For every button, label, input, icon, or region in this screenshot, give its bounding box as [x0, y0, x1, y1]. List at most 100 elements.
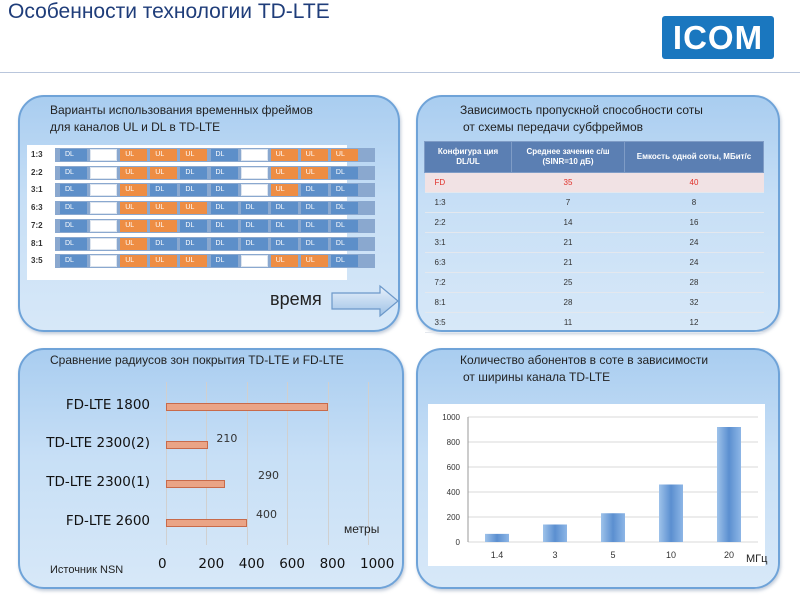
special-subframe	[240, 255, 268, 268]
ul-subframe: UL	[300, 255, 328, 268]
frame-row-label: 8:1	[31, 238, 43, 248]
dl-subframe: DL	[180, 166, 208, 179]
subscribers-unit-label: МГц	[746, 553, 768, 565]
col-header-capacity: Емкость одной соты, МБит/с	[624, 141, 764, 173]
dl-subframe: DL	[60, 255, 87, 268]
frame-row-label: 7:2	[31, 220, 43, 230]
table-cell: 40	[624, 172, 764, 193]
dl-subframe: DL	[210, 237, 238, 250]
dl-subframe: DL	[210, 184, 238, 197]
table-row: 3:5 11 12	[424, 312, 764, 333]
data-label: 400	[256, 508, 277, 521]
subscribers-caption-line1: Количество абонентов в соте в зависимост…	[460, 353, 709, 367]
data-label: 210	[216, 432, 238, 445]
dl-subframe: DL	[210, 202, 238, 215]
table-cell: 7:2	[424, 272, 512, 293]
table-cell: 2:2	[424, 212, 512, 233]
time-arrow-icon	[331, 284, 399, 318]
ul-subframe: UL	[330, 149, 358, 161]
dl-subframe: DL	[330, 219, 358, 232]
ul-subframe: UL	[120, 166, 148, 179]
x-tick-label: 0	[158, 556, 167, 572]
x-tick-label: 20	[724, 550, 734, 560]
dl-subframe: DL	[270, 202, 298, 215]
gridline	[287, 382, 289, 545]
frame-row: 8:1 DL UL DL DL DL DL DL DL DL	[27, 236, 375, 251]
bar	[485, 533, 509, 542]
capacity-caption-line1: Зависимость пропускной способности соты	[460, 103, 703, 117]
frames-caption-line1: Варианты использования временных фреймов	[50, 103, 313, 117]
special-subframe	[240, 166, 268, 179]
gridline	[327, 382, 329, 545]
x-tick-label: 400	[238, 556, 265, 572]
table-cell: 24	[624, 252, 764, 273]
frame-row-label: 2:2	[31, 167, 43, 177]
dl-subframe: DL	[150, 184, 178, 197]
ul-subframe: UL	[270, 255, 298, 268]
table-row: 2:2 14 16	[424, 212, 764, 233]
dl-subframe: DL	[210, 255, 238, 268]
dl-subframe: DL	[180, 184, 208, 197]
table-cell: 25	[511, 272, 625, 293]
y-category-label: FD-LTE 1800	[65, 397, 150, 413]
table-cell: 1:3	[424, 192, 512, 213]
dl-subframe: DL	[330, 255, 358, 268]
special-subframe	[90, 202, 118, 215]
dl-subframe: DL	[240, 219, 268, 232]
frame-row: 2:2 DL UL UL DL DL UL UL DL	[27, 165, 375, 180]
dl-subframe: DL	[210, 166, 238, 179]
dl-subframe: DL	[210, 219, 238, 232]
radius-unit-label: метры	[344, 522, 380, 536]
table-row: FD 35 40	[424, 172, 764, 193]
table-cell: 24	[624, 232, 764, 253]
ul-subframe: UL	[300, 149, 328, 161]
table-row: 7:2 25 28	[424, 272, 764, 293]
table-row: 8:1 28 32	[424, 292, 764, 313]
icom-logo: ICOM	[662, 16, 774, 59]
x-tick-label: 10	[666, 550, 676, 560]
dl-subframe: DL	[330, 184, 358, 197]
data-label: 290	[258, 469, 279, 482]
dl-subframe: DL	[300, 237, 328, 250]
bar	[601, 513, 625, 542]
y-tick-label: 400	[447, 488, 461, 497]
ul-subframe: UL	[180, 255, 208, 268]
table-cell: 8:1	[424, 292, 512, 313]
ul-subframe: UL	[120, 202, 148, 215]
ul-subframe: UL	[270, 184, 298, 197]
dl-subframe: DL	[180, 237, 208, 250]
gridline	[166, 382, 167, 545]
dl-subframe: DL	[60, 166, 87, 179]
table-cell: 16	[624, 212, 764, 233]
dl-subframe: DL	[60, 237, 87, 250]
time-label: время	[270, 289, 322, 309]
dl-subframe: DL	[270, 219, 298, 232]
table-cell: 28	[624, 272, 764, 293]
frame-row: 6:3 DL UL UL UL DL DL DL DL DL	[27, 201, 375, 216]
special-subframe	[90, 166, 118, 179]
ul-subframe: UL	[120, 219, 148, 232]
dl-subframe: DL	[300, 219, 328, 232]
page-title: Особенности технологии TD-LTE	[8, 0, 330, 23]
table-cell: 6:3	[424, 252, 512, 273]
x-tick-label: 3	[552, 550, 557, 560]
radius-panel	[18, 348, 404, 589]
gridline	[206, 382, 208, 545]
ul-subframe: UL	[120, 237, 148, 250]
y-tick-label: 600	[447, 463, 461, 472]
table-row: 1:3 7 8	[424, 192, 764, 213]
frame-row: 7:2 DL UL UL DL DL DL DL DL DL	[27, 218, 375, 233]
gridline	[246, 382, 248, 545]
source-note: Источник NSN	[50, 564, 124, 576]
frame-row: 3:5 DL UL UL UL DL UL UL DL	[27, 254, 375, 269]
title-divider	[0, 72, 800, 73]
special-subframe	[90, 184, 118, 197]
dl-subframe: DL	[180, 219, 208, 232]
special-subframe	[90, 255, 118, 268]
ul-subframe: UL	[150, 166, 178, 179]
capacity-table: Конфигура ция DL/UL Среднее зачение с/ш …	[424, 141, 764, 333]
dl-subframe: DL	[300, 184, 328, 197]
table-cell: 32	[624, 292, 764, 313]
table-row: 6:3 21 24	[424, 252, 764, 273]
col-header-config: Конфигура ция DL/UL	[424, 141, 512, 173]
